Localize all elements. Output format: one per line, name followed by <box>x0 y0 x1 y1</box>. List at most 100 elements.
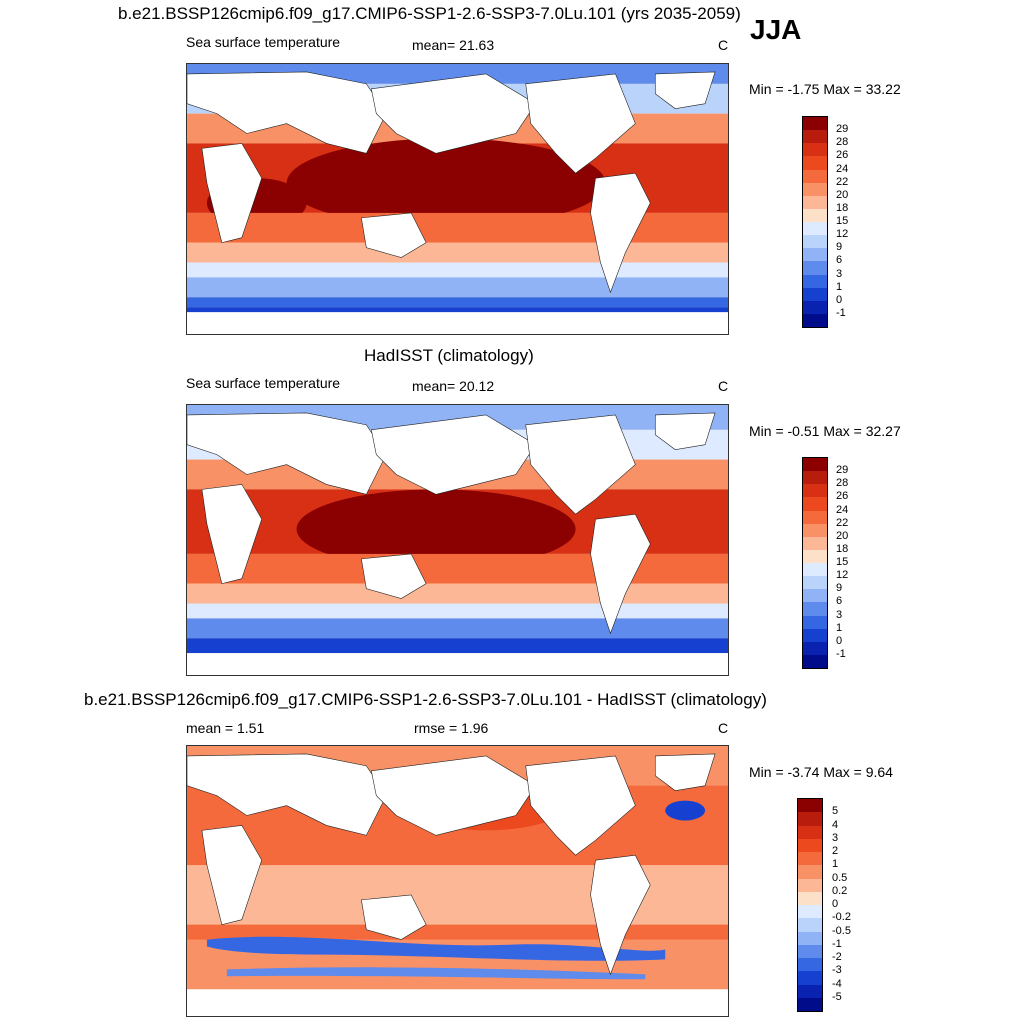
colorbar-swatch <box>803 195 827 209</box>
colorbar-tick-label: 24 <box>836 162 849 175</box>
colorbar-swatch <box>803 300 827 314</box>
panel-1-minmax-label: Min = -1.75 Max = 33.22 <box>749 81 901 97</box>
colorbar-tick-label: 12 <box>836 569 849 582</box>
colorbar-tick-label: 28 <box>836 136 849 149</box>
panel-2-unit-label: C <box>718 378 729 394</box>
panel-2-colorbar <box>802 457 828 669</box>
panel-3-mean-label: mean = 1.51 <box>186 720 265 736</box>
colorbar-swatch <box>798 799 822 813</box>
colorbar-tick-label: -0.5 <box>832 924 851 937</box>
panel-2-title: HadISST (climatology) <box>364 346 534 365</box>
panel-3-colorbar <box>797 798 823 1012</box>
colorbar-swatch <box>798 812 822 826</box>
colorbar-tick-label: 18 <box>836 201 849 214</box>
colorbar-swatch <box>798 997 822 1011</box>
colorbar-swatch <box>803 235 827 249</box>
colorbar-tick-label: 5 <box>832 805 839 818</box>
colorbar-swatch <box>798 878 822 892</box>
colorbar-swatch <box>798 984 822 998</box>
colorbar-tick-label: 0 <box>836 293 843 306</box>
colorbar-tick-label: 2 <box>832 845 839 857</box>
colorbar-tick-label: 3 <box>836 267 843 280</box>
colorbar-swatch <box>803 287 827 301</box>
colorbar-swatch <box>803 261 827 275</box>
colorbar-tick-label: 1 <box>836 280 843 293</box>
colorbar-tick-label: 22 <box>836 516 849 529</box>
colorbar-tick-label: 26 <box>836 149 849 162</box>
colorbar-swatch <box>803 143 827 157</box>
colorbar-tick-label: 20 <box>836 529 849 542</box>
panel-3-map <box>186 745 729 1017</box>
colorbar-swatch <box>803 576 827 590</box>
colorbar-swatch <box>798 971 822 985</box>
colorbar-swatch <box>803 523 827 537</box>
colorbar-swatch <box>803 156 827 170</box>
colorbar-swatch <box>803 536 827 550</box>
colorbar-tick-label: 0.2 <box>832 884 848 897</box>
colorbar-tick-label: 18 <box>836 542 849 555</box>
colorbar-tick-label: -1 <box>836 647 846 660</box>
colorbar-swatch <box>803 549 827 563</box>
colorbar-swatch <box>798 958 822 972</box>
colorbar-tick-label: -4 <box>832 977 842 990</box>
colorbar-tick-label: -3 <box>832 964 842 977</box>
colorbar-swatch <box>798 891 822 905</box>
colorbar-swatch <box>803 169 827 183</box>
colorbar-swatch <box>803 641 827 655</box>
colorbar-swatch <box>798 852 822 866</box>
colorbar-swatch <box>803 471 827 485</box>
colorbar-tick-label: -5 <box>832 990 842 1003</box>
panel-2-colorbar-ticks: 29 28 26 24 22 20 18 15 12 9 6 3 1 0 -1 <box>836 457 876 669</box>
colorbar-tick-label: -1 <box>836 306 846 319</box>
colorbar-tick-label: -1 <box>832 937 842 950</box>
panel-1-mean-label: mean= 21.63 <box>412 37 495 53</box>
colorbar-swatch <box>803 563 827 577</box>
colorbar-tick-label: 15 <box>836 556 849 568</box>
colorbar-tick-label: 0.5 <box>832 871 848 884</box>
colorbar-swatch <box>803 484 827 498</box>
colorbar-tick-label: 6 <box>836 254 843 267</box>
colorbar-tick-label: 28 <box>836 477 849 490</box>
colorbar-swatch <box>798 931 822 945</box>
colorbar-tick-label: 1 <box>832 858 839 871</box>
panel-2-mean-label: mean= 20.12 <box>412 378 495 394</box>
colorbar-tick-label: 24 <box>836 503 849 516</box>
colorbar-swatch <box>803 654 827 668</box>
season-label: JJA <box>750 14 802 45</box>
colorbar-swatch <box>798 944 822 958</box>
colorbar-tick-label: 1 <box>836 621 843 634</box>
colorbar-tick-label: -0.2 <box>832 911 851 924</box>
colorbar-tick-label: 0 <box>836 634 843 647</box>
colorbar-tick-label: 9 <box>836 582 843 595</box>
colorbar-tick-label: 0 <box>832 898 839 910</box>
colorbar-tick-label: 20 <box>836 188 849 201</box>
colorbar-tick-label: 29 <box>836 123 849 136</box>
panel-3-rmse-label: rmse = 1.96 <box>414 720 489 736</box>
colorbar-swatch <box>803 589 827 603</box>
colorbar-tick-label: 6 <box>836 595 843 608</box>
colorbar-tick-label: 12 <box>836 228 849 241</box>
colorbar-swatch <box>803 274 827 288</box>
colorbar-swatch <box>803 117 827 131</box>
colorbar-swatch <box>803 182 827 196</box>
colorbar-swatch <box>798 825 822 839</box>
colorbar-swatch <box>798 905 822 919</box>
panel-1-unit-label: C <box>718 37 729 53</box>
panel-2-map <box>186 404 729 676</box>
panel-3-minmax-label: Min = -3.74 Max = 9.64 <box>749 764 893 780</box>
panel-1-title: b.e21.BSSP126cmip6.f09_g17.CMIP6-SSP1-2.… <box>118 4 741 23</box>
colorbar-swatch <box>803 497 827 511</box>
colorbar-tick-label: 22 <box>836 175 849 188</box>
panel-1-variable-label: Sea surface temperature <box>186 34 341 50</box>
panel-3-colorbar-ticks: 5 4 3 2 1 0.5 0.2 0 -0.2 -0.5 -1 -2 -3 -4 -5 <box>832 798 872 1012</box>
panel-3-unit-label: C <box>718 720 729 736</box>
colorbar-swatch <box>803 208 827 222</box>
panel-2-variable-label: Sea surface temperature <box>186 375 341 391</box>
colorbar-swatch <box>803 615 827 629</box>
panel-1-colorbar <box>802 116 828 328</box>
panel-1-map <box>186 63 729 335</box>
colorbar-tick-label: 29 <box>836 464 849 477</box>
colorbar-tick-label: 3 <box>836 608 843 621</box>
colorbar-swatch <box>803 248 827 262</box>
colorbar-swatch <box>803 510 827 524</box>
